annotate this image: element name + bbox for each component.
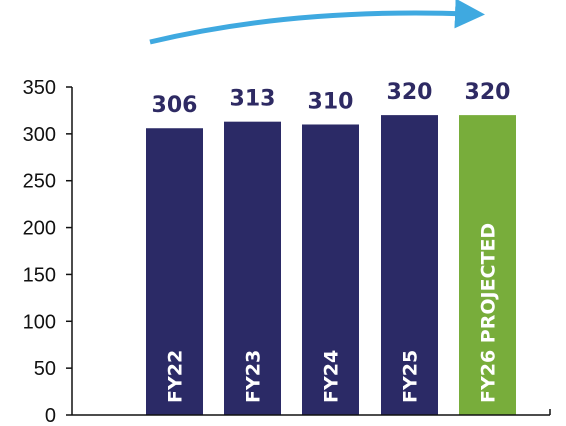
- y-tick-label: 50: [34, 358, 56, 380]
- y-axis: 0 50 100 150 200 250 300 350: [23, 77, 73, 426]
- bar-value-label: 320: [465, 80, 511, 105]
- y-tick-label: 350: [23, 77, 56, 99]
- bar-value-label: 310: [308, 89, 354, 114]
- bar-fy26-projected: [459, 115, 516, 415]
- y-tick-label: 250: [23, 171, 56, 193]
- y-tick-label: 300: [23, 124, 56, 146]
- bar-category-label: FY25: [400, 350, 422, 403]
- bars: 306 FY22 313 FY23 310 FY24 320 FY25 320 FY26 PROJ…: [146, 80, 516, 415]
- y-tick-label: 200: [23, 218, 56, 240]
- y-tick-label: 150: [23, 264, 56, 286]
- trend-arrow: [149, 0, 485, 45]
- bar-value-label: 313: [230, 87, 276, 112]
- bar-fy22: [146, 128, 203, 415]
- bar-fy23: [224, 121, 281, 415]
- bar-category-label: FY24: [321, 350, 343, 403]
- bar-category-label: FY23: [243, 350, 265, 403]
- bar-fy24: [302, 124, 359, 415]
- bar-category-label: FY22: [165, 350, 187, 403]
- y-tick-label: 100: [23, 311, 56, 333]
- y-tick-label: 0: [45, 405, 56, 426]
- bar-value-label: 306: [152, 93, 198, 118]
- bar-fy25: [381, 115, 438, 415]
- bar-category-label: FY26 PROJECTED: [478, 223, 500, 403]
- bar-value-label: 320: [387, 80, 433, 105]
